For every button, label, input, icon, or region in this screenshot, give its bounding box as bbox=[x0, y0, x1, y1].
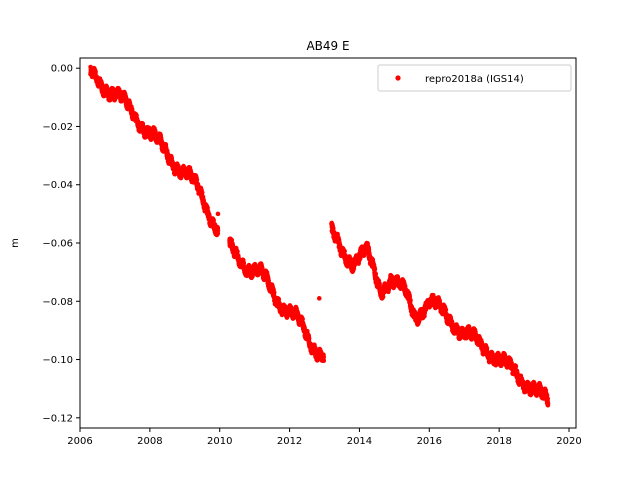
legend-box bbox=[377, 64, 572, 92]
data-point bbox=[300, 316, 305, 322]
y-tick-label: −0.08 bbox=[42, 297, 73, 308]
x-tick-label: 2014 bbox=[347, 436, 372, 447]
data-point bbox=[372, 266, 378, 272]
legend: repro2018a (IGS14) bbox=[377, 64, 572, 92]
data-point bbox=[443, 307, 449, 313]
data-point bbox=[321, 354, 326, 360]
chart-title: AB49 E bbox=[306, 39, 349, 53]
legend-label: repro2018a (IGS14) bbox=[425, 74, 524, 85]
y-axis: 0.00 −0.02 −0.04 −0.06 −0.08 −0.10 −0.12 bbox=[42, 64, 80, 424]
data-point bbox=[105, 86, 110, 91]
x-tick-label: 2012 bbox=[277, 436, 302, 447]
data-point bbox=[215, 211, 221, 217]
y-tick-label: −0.12 bbox=[42, 413, 73, 424]
x-axis: 2006 2008 2010 2012 2014 2016 2018 2020 bbox=[67, 428, 582, 447]
data-point bbox=[235, 249, 240, 254]
data-point bbox=[545, 400, 551, 406]
x-tick-label: 2006 bbox=[67, 436, 92, 447]
data-point bbox=[545, 396, 551, 401]
data-point bbox=[211, 218, 216, 223]
x-tick-label: 2016 bbox=[417, 436, 442, 447]
data-point bbox=[129, 107, 135, 112]
y-tick-label: 0.00 bbox=[51, 64, 73, 75]
data-point bbox=[194, 177, 200, 183]
data-point bbox=[342, 248, 347, 254]
x-tick-label: 2018 bbox=[486, 436, 511, 447]
data-point bbox=[484, 345, 490, 351]
data-point bbox=[321, 358, 327, 364]
data-points bbox=[88, 64, 551, 408]
data-point bbox=[316, 296, 322, 301]
data-point bbox=[408, 298, 413, 303]
y-tick-label: −0.06 bbox=[42, 239, 73, 250]
data-point bbox=[306, 336, 312, 341]
data-point bbox=[544, 392, 550, 398]
x-tick-label: 2008 bbox=[137, 436, 162, 447]
y-tick-label: −0.02 bbox=[42, 122, 73, 133]
data-point bbox=[330, 226, 336, 231]
data-point bbox=[199, 190, 205, 195]
plot-area bbox=[80, 58, 576, 428]
y-tick-label: −0.04 bbox=[42, 180, 73, 191]
data-point bbox=[215, 228, 221, 233]
x-tick-label: 2010 bbox=[207, 436, 232, 447]
x-tick-label: 2020 bbox=[556, 436, 581, 447]
data-point bbox=[513, 364, 519, 369]
y-tick-label: −0.10 bbox=[42, 355, 73, 366]
legend-marker bbox=[395, 75, 401, 81]
data-point bbox=[93, 69, 98, 75]
y-axis-label: m bbox=[10, 238, 21, 248]
data-point bbox=[271, 290, 277, 295]
data-point bbox=[153, 128, 158, 134]
data-point bbox=[241, 260, 247, 266]
